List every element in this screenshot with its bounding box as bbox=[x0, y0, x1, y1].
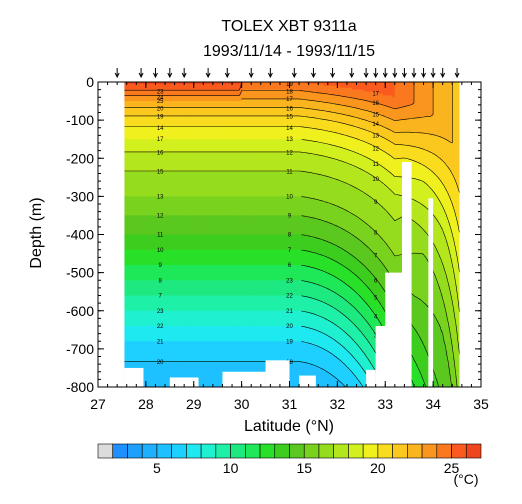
chart-subtitle: 1993/11/14 - 1993/11/15 bbox=[203, 43, 375, 60]
chart-title: TOLEX XBT 9311a bbox=[221, 18, 356, 35]
